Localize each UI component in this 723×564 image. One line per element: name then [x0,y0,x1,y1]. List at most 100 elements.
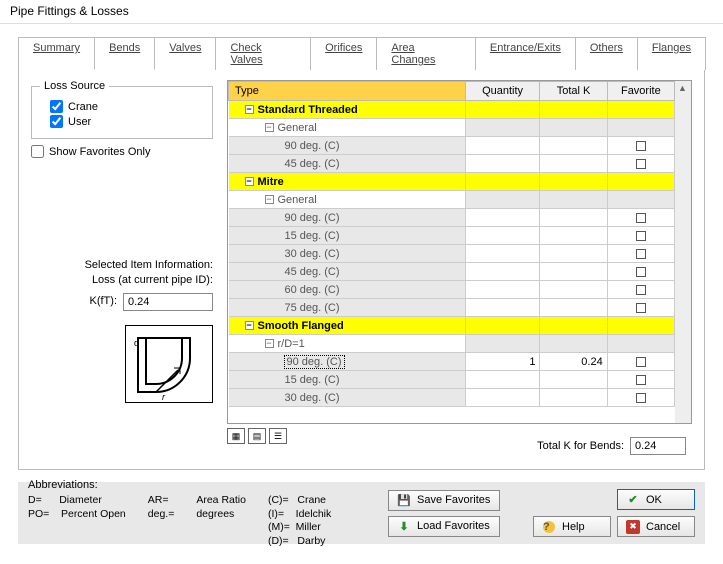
ok-label: OK [646,494,662,506]
favorite-checkbox[interactable] [636,393,646,403]
grid-row-leaf[interactable]: 30 deg. (C) [229,245,675,263]
favorite-checkbox[interactable] [636,375,646,385]
save-icon [397,493,411,507]
user-label: User [68,116,91,128]
save-favorites-label: Save Favorites [417,494,490,506]
bottom-bar: Abbreviations: D= Diameter PO= Percent O… [18,482,705,544]
tab-check-valves[interactable]: Check Valves [215,37,311,70]
favorite-checkbox[interactable] [636,357,646,367]
selected-info: Selected Item Information: Loss (at curr… [31,258,213,311]
col-quantity[interactable]: Quantity [465,82,540,101]
ok-button[interactable]: OK [617,489,695,510]
col-totalk[interactable]: Total K [540,82,607,101]
tab-label: Orifices [325,42,362,54]
ok-icon [626,493,640,507]
collapse-all-icon[interactable]: ▤ [248,428,266,444]
grid-row-leaf[interactable]: 15 deg. (C) [229,227,675,245]
col-favorite[interactable]: Favorite [607,82,674,101]
cancel-button[interactable]: Cancel [617,516,695,537]
tab-valves[interactable]: Valves [154,37,216,70]
show-favorites-checkbox[interactable] [31,145,44,158]
tab-body-bends: Loss Source Crane User Show Favorites On… [18,70,705,470]
abbr-col2: AR= deg.= [148,494,175,549]
kft-input[interactable] [123,293,213,311]
abbr-title: Abbreviations: [28,478,358,492]
grid-row-leaf[interactable]: 15 deg. (C) [229,371,675,389]
tab-label: Check Valves [230,42,262,66]
favorite-checkbox[interactable] [636,267,646,277]
abbr-col4: (C)= Crane (I)= Idelchik (M)= Miller (D)… [268,494,331,549]
grid-row-leaf[interactable]: 90 deg. (C) [229,137,675,155]
grid-row-leaf[interactable]: 60 deg. (C) [229,281,675,299]
kft-label: K(fT): [90,294,118,309]
load-favorites-button[interactable]: Load Favorites [388,516,500,537]
grid-row-cat[interactable]: −Smooth Flanged [229,317,675,335]
help-button[interactable]: Help [533,516,611,537]
tab-strip: Summary Bends Valves Check Valves Orific… [18,36,705,70]
total-k-row: Total K for Bends: [537,437,686,455]
tab-label: Flanges [652,42,691,54]
tab-summary[interactable]: Summary [18,37,95,70]
grid-row-leaf[interactable]: 90 deg. (C) [229,209,675,227]
scroll-up-icon[interactable]: ▲ [678,83,687,93]
expand-all-icon[interactable]: ▦ [227,428,245,444]
grid-scroll-area[interactable]: Type Quantity Total K Favorite −Standard… [228,81,675,423]
abbr-col3: Area Ratio degrees [196,494,246,549]
tab-label: Summary [33,42,80,54]
selected-info-line1: Selected Item Information: [31,258,213,273]
tab-bends[interactable]: Bends [94,37,155,70]
grid-row-leaf[interactable]: 30 deg. (C) [229,389,675,407]
user-checkbox[interactable] [50,115,63,128]
window-title: Pipe Fittings & Losses [0,0,723,24]
favorite-checkbox[interactable] [636,249,646,259]
tab-others[interactable]: Others [575,37,638,70]
load-favorites-label: Load Favorites [417,520,490,532]
scrollbar-vertical[interactable]: ▲ [675,81,691,423]
cancel-icon [626,520,640,534]
favorite-checkbox[interactable] [636,213,646,223]
total-k-label: Total K for Bends: [537,440,624,452]
left-panel: Loss Source Crane User Show Favorites On… [31,80,213,461]
tab-label: Bends [109,42,140,54]
grid-row-sub[interactable]: −General [229,191,675,209]
col-type[interactable]: Type [229,82,466,101]
tab-entrance-exits[interactable]: Entrance/Exits [475,37,576,70]
loss-source-group: Loss Source Crane User [31,80,213,139]
grid-row-leaf[interactable]: 45 deg. (C) [229,263,675,281]
right-panel: Type Quantity Total K Favorite −Standard… [227,80,692,461]
favorite-checkbox[interactable] [636,159,646,169]
window-title-text: Pipe Fittings & Losses [10,4,129,18]
grid-row-sub[interactable]: −r/D=1 [229,335,675,353]
favorite-checkbox[interactable] [636,285,646,295]
grid-row-leaf[interactable]: 90 deg. (C)10.24 [229,353,675,371]
show-favorites-label: Show Favorites Only [49,146,150,158]
tab-flanges[interactable]: Flanges [637,37,706,70]
tab-orifices[interactable]: Orifices [310,37,377,70]
selected-info-line2: Loss (at current pipe ID): [31,273,213,288]
abbreviations-block: Abbreviations: D= Diameter PO= Percent O… [28,478,358,549]
load-icon [397,519,411,533]
loss-source-legend: Loss Source [40,80,109,92]
fittings-grid: Type Quantity Total K Favorite −Standard… [227,80,692,424]
tab-area-changes[interactable]: Area Changes [376,37,476,70]
grid-row-cat[interactable]: −Mitre [229,173,675,191]
crane-checkbox[interactable] [50,100,63,113]
grid-row-sub[interactable]: −General [229,119,675,137]
svg-text:r: r [162,392,166,402]
tree-view-icon[interactable]: ☰ [269,428,287,444]
favorite-checkbox[interactable] [636,141,646,151]
tab-label: Area Changes [391,42,435,66]
total-k-value[interactable] [630,437,686,455]
favorite-checkbox[interactable] [636,303,646,313]
crane-label: Crane [68,101,98,113]
svg-text:d: d [134,338,139,348]
save-favorites-button[interactable]: Save Favorites [388,490,500,511]
bend-schematic: d r [125,325,213,403]
grid-row-cat[interactable]: −Standard Threaded [229,101,675,119]
tab-label: Others [590,42,623,54]
grid-row-leaf[interactable]: 75 deg. (C) [229,299,675,317]
abbr-col1: D= Diameter PO= Percent Open [28,494,126,549]
favorite-checkbox[interactable] [636,231,646,241]
grid-row-leaf[interactable]: 45 deg. (C) [229,155,675,173]
help-label: Help [562,521,585,533]
